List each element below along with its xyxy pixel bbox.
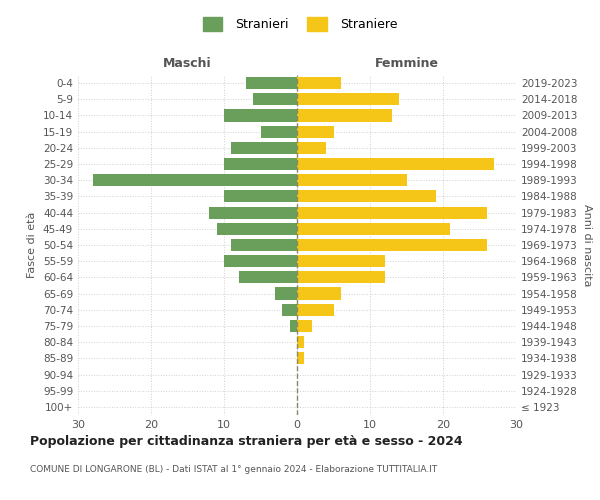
- Bar: [297, 158, 494, 170]
- Bar: [297, 288, 341, 300]
- Bar: [297, 272, 385, 283]
- Bar: [290, 320, 297, 332]
- Bar: [217, 222, 297, 235]
- Bar: [297, 174, 407, 186]
- Bar: [283, 304, 297, 316]
- Bar: [246, 77, 297, 89]
- Text: Maschi: Maschi: [163, 57, 212, 70]
- Legend: Stranieri, Straniere: Stranieri, Straniere: [196, 11, 404, 38]
- Bar: [297, 206, 487, 218]
- Bar: [297, 304, 334, 316]
- Bar: [297, 239, 487, 251]
- Text: COMUNE DI LONGARONE (BL) - Dati ISTAT al 1° gennaio 2024 - Elaborazione TUTTITAL: COMUNE DI LONGARONE (BL) - Dati ISTAT al…: [30, 465, 437, 474]
- Bar: [297, 255, 385, 268]
- Bar: [297, 190, 436, 202]
- Bar: [297, 336, 304, 348]
- Bar: [239, 272, 297, 283]
- Bar: [297, 142, 326, 154]
- Bar: [209, 206, 297, 218]
- Bar: [224, 110, 297, 122]
- Bar: [275, 288, 297, 300]
- Bar: [297, 110, 392, 122]
- Bar: [297, 77, 341, 89]
- Bar: [297, 126, 334, 138]
- Bar: [232, 239, 297, 251]
- Bar: [224, 255, 297, 268]
- Text: Popolazione per cittadinanza straniera per età e sesso - 2024: Popolazione per cittadinanza straniera p…: [30, 435, 463, 448]
- Text: Femmine: Femmine: [374, 57, 439, 70]
- Y-axis label: Anni di nascita: Anni di nascita: [581, 204, 592, 286]
- Bar: [297, 352, 304, 364]
- Bar: [92, 174, 297, 186]
- Bar: [297, 320, 311, 332]
- Y-axis label: Fasce di età: Fasce di età: [28, 212, 37, 278]
- Bar: [232, 142, 297, 154]
- Bar: [224, 158, 297, 170]
- Bar: [297, 222, 451, 235]
- Bar: [260, 126, 297, 138]
- Bar: [297, 93, 399, 106]
- Bar: [224, 190, 297, 202]
- Bar: [253, 93, 297, 106]
